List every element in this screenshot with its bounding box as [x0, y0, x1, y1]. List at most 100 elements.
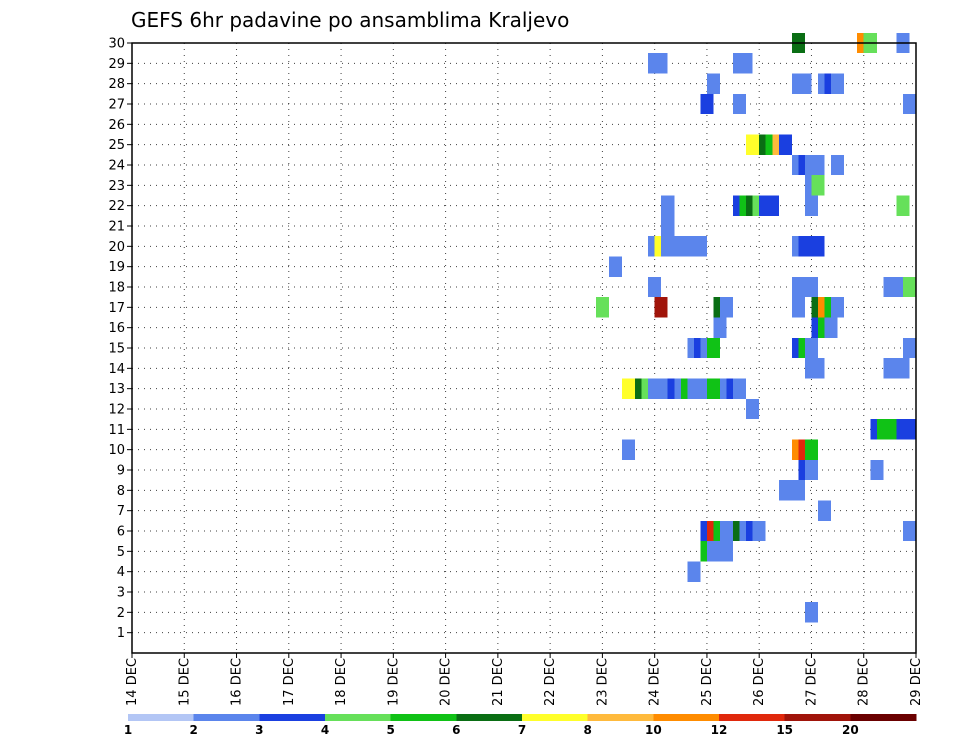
x-tick-label: 15 DEC — [177, 658, 192, 706]
data-cell — [811, 358, 825, 379]
data-cell — [693, 236, 707, 257]
data-cell — [778, 134, 792, 155]
y-tick-label: 27 — [108, 98, 125, 113]
y-tick-label: 6 — [117, 525, 125, 540]
data-cell — [804, 337, 818, 359]
x-tick-label: 22 DEC — [543, 658, 558, 706]
y-tick-label: 10 — [108, 443, 125, 458]
data-cell — [622, 439, 636, 460]
colorbar-label: 3 — [255, 723, 263, 737]
y-tick-label: 2 — [117, 606, 125, 621]
data-cell — [661, 195, 675, 216]
y-tick-label: 26 — [108, 118, 125, 133]
colorbar-swatch — [390, 714, 457, 721]
y-tick-label: 12 — [108, 403, 125, 418]
y-tick-label: 30 — [108, 37, 125, 52]
data-cell — [804, 439, 818, 460]
y-tick-label: 23 — [108, 179, 125, 194]
y-tick-label: 3 — [117, 586, 125, 601]
data-cell — [791, 480, 805, 501]
data-cell — [831, 73, 845, 94]
colorbar-label: 7 — [518, 723, 526, 737]
colorbar-label: 20 — [842, 723, 859, 737]
x-axis: 14 DEC 15 DEC 16 DEC 17 DEC 18 DEC 19 DEC 20 D… — [125, 653, 924, 706]
data-cells — [595, 32, 916, 623]
y-tick-label: 4 — [117, 565, 125, 580]
y-tick-label: 17 — [108, 301, 125, 316]
x-tick-label: 14 DEC — [125, 658, 140, 706]
x-tick-label: 25 DEC — [700, 658, 715, 706]
data-cell — [746, 398, 760, 420]
x-tick-label: 20 DEC — [439, 658, 454, 706]
data-cell — [818, 500, 832, 521]
data-cell — [804, 602, 818, 623]
x-tick-label: 16 DEC — [230, 658, 245, 706]
x-tick-label: 17 DEC — [282, 658, 297, 706]
colorbar-label: 15 — [776, 723, 793, 737]
data-cell — [870, 459, 884, 481]
x-tick-label: 21 DEC — [491, 658, 506, 706]
colorbar-swatch — [128, 714, 195, 721]
data-cell — [595, 297, 609, 318]
data-cell — [654, 297, 668, 318]
colorbar-label: 10 — [645, 723, 662, 737]
data-cell — [902, 419, 916, 440]
data-cell — [733, 93, 747, 115]
colorbar-swatch — [325, 714, 392, 721]
y-tick-label: 13 — [108, 382, 125, 397]
y-tick-label: 24 — [108, 159, 125, 174]
data-cell — [765, 195, 779, 216]
x-tick-label: 19 DEC — [386, 658, 401, 706]
x-tick-label: 26 DEC — [752, 658, 767, 706]
y-tick-label: 11 — [108, 423, 125, 438]
data-cell — [902, 520, 916, 542]
y-tick-label: 29 — [108, 57, 125, 72]
colorbar-swatch — [456, 714, 523, 721]
y-tick-label: 5 — [117, 545, 125, 560]
data-cell — [720, 520, 734, 542]
data-cell — [752, 520, 766, 542]
data-cell — [798, 73, 812, 94]
data-cell — [720, 297, 734, 318]
data-cell — [648, 276, 662, 298]
data-cell — [608, 256, 622, 277]
data-cell — [706, 73, 720, 94]
data-cell — [733, 378, 747, 399]
colorbar-swatch — [850, 714, 917, 721]
data-cell — [831, 154, 845, 176]
data-cell — [896, 358, 910, 379]
colorbar-swatch — [522, 714, 589, 721]
colorbar-swatch — [587, 714, 654, 721]
data-cell — [811, 236, 825, 257]
y-tick-label: 28 — [108, 77, 125, 92]
y-tick-label: 7 — [117, 504, 125, 519]
colorbar-swatch — [193, 714, 260, 721]
y-tick-label: 14 — [108, 362, 125, 377]
colorbar-swatch — [719, 714, 786, 721]
colorbar-label: 1 — [124, 723, 132, 737]
data-cell — [661, 215, 675, 237]
y-tick-label: 22 — [108, 199, 125, 214]
x-tick-label: 18 DEC — [334, 658, 349, 706]
y-tick-label: 25 — [108, 138, 125, 153]
data-cell — [746, 134, 760, 155]
y-axis: 1234567891011121314151617181920212223242… — [108, 37, 132, 641]
data-cell — [831, 297, 845, 318]
data-cell — [896, 195, 910, 216]
colorbar-swatch — [784, 714, 851, 721]
y-tick-label: 9 — [117, 464, 125, 479]
y-tick-label: 16 — [108, 321, 125, 336]
colorbar-label: 5 — [386, 723, 394, 737]
data-cell — [902, 337, 916, 359]
data-cell — [661, 236, 675, 257]
colorbar-label: 6 — [452, 723, 460, 737]
colorbar-legend: 1 2 3 4 5 6 7 8 10 12 15 20 — [124, 714, 917, 737]
colorbar-swatch — [653, 714, 720, 721]
data-cell — [811, 154, 825, 176]
y-tick-label: 18 — [108, 281, 125, 296]
y-tick-label: 19 — [108, 260, 125, 275]
chart-title: GEFS 6hr padavine po ansamblima Kraljevo — [131, 8, 569, 32]
data-cell — [902, 93, 916, 115]
x-tick-label: 28 DEC — [857, 658, 872, 706]
data-cell — [700, 93, 714, 115]
